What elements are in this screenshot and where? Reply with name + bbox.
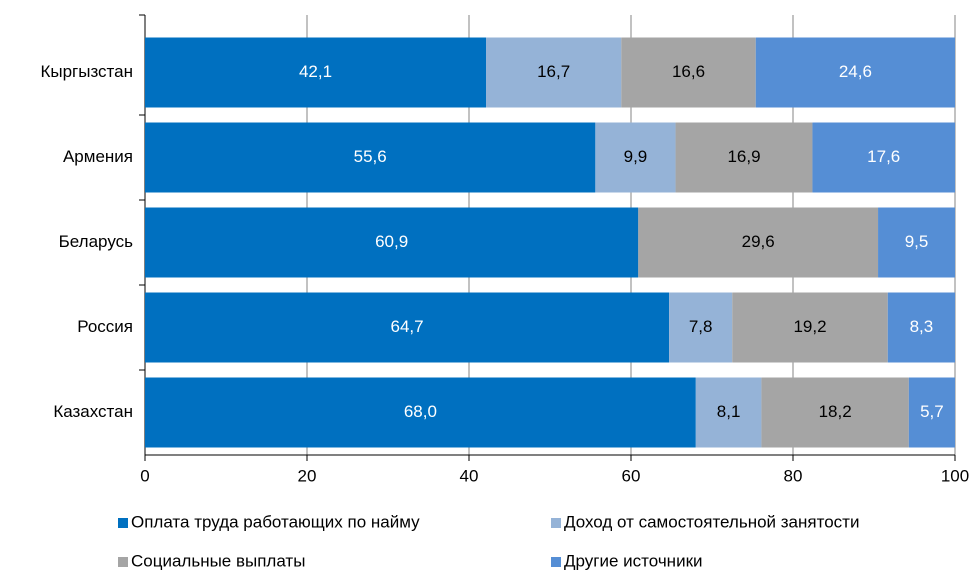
- legend-swatch: [118, 557, 128, 567]
- data-label: 17,6: [867, 147, 900, 166]
- data-label: 18,2: [819, 402, 852, 421]
- x-tick-label: 100: [941, 466, 969, 485]
- legend-label: Социальные выплаты: [131, 551, 305, 570]
- data-label: 60,9: [375, 232, 408, 251]
- bar-segment: [761, 377, 909, 448]
- data-label: 64,7: [390, 317, 423, 336]
- x-tick-label: 20: [298, 466, 317, 485]
- data-label: 55,6: [354, 147, 387, 166]
- bar-segment: [669, 292, 733, 363]
- bar-segment: [732, 292, 888, 363]
- legend-label: Доход от самостоятельной занятости: [564, 512, 859, 531]
- bar-segment: [145, 292, 670, 363]
- legend-swatch: [118, 518, 128, 528]
- bar-segment: [675, 122, 813, 193]
- bar-segment: [755, 37, 955, 108]
- bar-segment: [595, 122, 676, 193]
- x-tick-label: 80: [784, 466, 803, 485]
- y-tick-label: Беларусь: [59, 232, 133, 251]
- data-label: 9,5: [905, 232, 929, 251]
- data-label: 16,6: [672, 62, 705, 81]
- data-label: 19,2: [793, 317, 826, 336]
- y-tick-label: Кыргызстан: [40, 62, 133, 81]
- bar-segment: [486, 37, 622, 108]
- bar-segment: [145, 207, 639, 278]
- y-tick-label: Армения: [63, 147, 133, 166]
- data-label: 7,8: [689, 317, 713, 336]
- bar-segment: [145, 122, 596, 193]
- legend-swatch: [551, 557, 561, 567]
- bar-segment: [887, 292, 955, 363]
- bar-segment: [621, 37, 756, 108]
- bar-segment: [878, 207, 955, 278]
- bar-segment: [908, 377, 955, 448]
- legend-label: Другие источники: [564, 551, 703, 570]
- data-label: 68,0: [404, 402, 437, 421]
- data-label: 16,9: [727, 147, 760, 166]
- bar-segment: [695, 377, 762, 448]
- x-tick-label: 40: [460, 466, 479, 485]
- data-label: 8,3: [910, 317, 934, 336]
- x-tick-label: 0: [140, 466, 149, 485]
- y-tick-label: Россия: [77, 317, 133, 336]
- legend-swatch: [551, 518, 561, 528]
- legend-label: Оплата труда работающих по найму: [131, 512, 420, 531]
- x-tick-label: 60: [622, 466, 641, 485]
- data-label: 5,7: [920, 402, 944, 421]
- bar-segment: [638, 207, 879, 278]
- data-label: 29,6: [742, 232, 775, 251]
- data-label: 16,7: [537, 62, 570, 81]
- data-label: 9,9: [624, 147, 648, 166]
- data-label: 42,1: [299, 62, 332, 81]
- data-label: 24,6: [839, 62, 872, 81]
- bar-segment: [145, 377, 696, 448]
- data-label: 8,1: [717, 402, 741, 421]
- bar-segment: [812, 122, 955, 193]
- bar-segment: [145, 37, 487, 108]
- y-tick-label: Казахстан: [53, 402, 133, 421]
